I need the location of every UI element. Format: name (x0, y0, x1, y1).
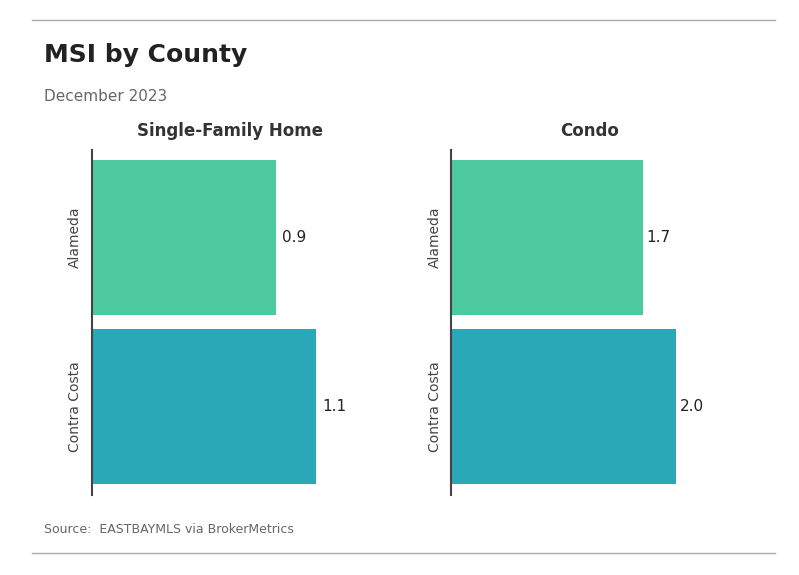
Text: 1.7: 1.7 (646, 230, 670, 245)
Text: 0.9: 0.9 (282, 230, 306, 245)
Text: December 2023: December 2023 (44, 89, 167, 104)
Bar (92, 160, 276, 315)
Bar (92, 329, 316, 484)
Text: Source:  EASTBAYMLS via BrokerMetrics: Source: EASTBAYMLS via BrokerMetrics (44, 523, 294, 536)
Title: Condo: Condo (560, 121, 618, 140)
Bar (451, 329, 677, 484)
Bar (451, 160, 642, 315)
Text: 2.0: 2.0 (680, 399, 704, 414)
Title: Single-Family Home: Single-Family Home (137, 121, 323, 140)
Text: MSI by County: MSI by County (44, 43, 247, 67)
Text: 1.1: 1.1 (323, 399, 347, 414)
